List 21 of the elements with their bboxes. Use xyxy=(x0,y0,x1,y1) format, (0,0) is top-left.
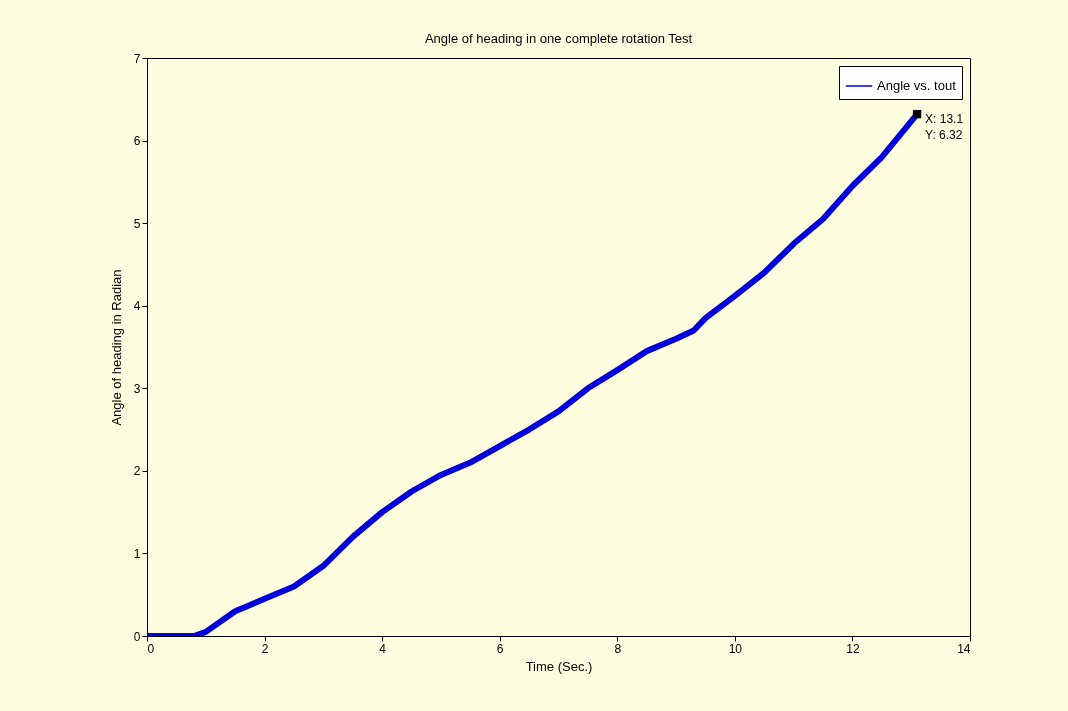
x-axis-title: Time (Sec.) xyxy=(525,658,593,674)
annotation: X: 13.1 Y: 6.32 xyxy=(925,112,964,143)
y-tick-label: 6 xyxy=(133,134,141,149)
x-tick-label: 12 xyxy=(846,641,860,656)
x-tick-label: 14 xyxy=(957,641,971,656)
x-tick-label: 6 xyxy=(496,641,504,656)
legend-label: Angle vs. tout xyxy=(877,78,957,93)
x-tick-label: 8 xyxy=(614,641,622,656)
y-tick-label: 5 xyxy=(133,216,141,231)
x-tick-label: 0 xyxy=(147,641,155,656)
y-tick-label: 7 xyxy=(133,51,141,66)
y-tick-label: 0 xyxy=(133,629,141,644)
y-tick-label: 1 xyxy=(133,546,141,561)
y-tick-label: 2 xyxy=(133,464,141,479)
y-tick-label: 4 xyxy=(133,299,141,314)
chart-title: Angle of heading in one complete rotation Test xyxy=(424,31,693,46)
y-tick-label: 3 xyxy=(133,381,141,396)
x-tick-label: 2 xyxy=(261,641,269,656)
x-tick-label: 4 xyxy=(379,641,387,656)
x-tick-label: 10 xyxy=(728,641,743,656)
y-axis-title: Angle of heading in Radian xyxy=(108,269,124,426)
